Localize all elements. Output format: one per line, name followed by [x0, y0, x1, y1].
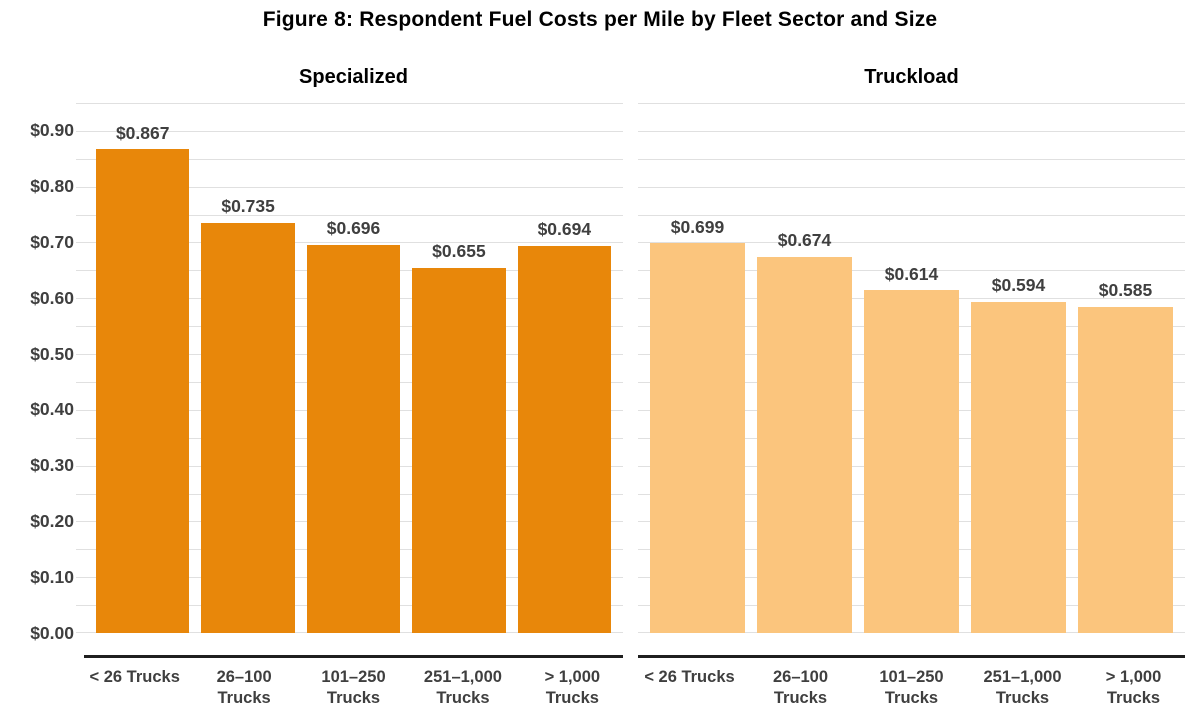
gridline	[76, 186, 623, 188]
x-axis-label-line: Trucks	[1106, 689, 1161, 707]
bar-value-label: $0.699	[670, 216, 725, 237]
x-axis-label-line: Trucks	[773, 689, 828, 707]
gridline	[76, 214, 623, 216]
x-axis-label-101-250-trucks: 101–250 Trucks	[305, 667, 402, 709]
x-axis-label-101-250-trucks: 101–250 Trucks	[862, 667, 961, 709]
x-axis-label-line: 101–250	[879, 668, 944, 686]
x-axis-label-251-1-000-trucks: 251–1,000 Trucks	[973, 667, 1072, 709]
bar-specialized-26-trucks: $0.867	[96, 124, 190, 633]
x-axis-label-line: < 26 Trucks	[89, 668, 180, 686]
bar-slot: $0.696	[306, 103, 401, 633]
bar-value-label: $0.867	[115, 122, 170, 143]
x-axis-label-26-100-trucks: 26–100 Trucks	[195, 667, 292, 709]
gridline	[638, 242, 1185, 244]
x-axis-label-line: 251–1,000	[983, 668, 1062, 686]
bar-specialized-101-250-trucks: $0.696	[306, 220, 401, 633]
x-axis-label-1-000-trucks: > 1,000 Trucks	[524, 667, 621, 709]
plot-area-specialized: $0.867 $0.735 $0.696 $0.655 $0.694	[76, 103, 623, 633]
gridline	[76, 103, 623, 104]
bar-value-label: $0.585	[1098, 280, 1153, 301]
panel-specialized: Specialized $0.867 $0.735 $0.696 $0.655 $0.69…	[76, 62, 623, 709]
bar-slot: $0.867	[96, 103, 190, 633]
y-tick-label: $0.30	[30, 454, 74, 475]
bars-truckload: $0.699 $0.674 $0.614 $0.594 $0.585	[638, 103, 1185, 633]
x-axis-label-line: 251–1,000	[423, 668, 502, 686]
bar-truckload-26-100-trucks: $0.674	[757, 232, 852, 633]
y-tick-label: $0.80	[30, 175, 74, 196]
chart-title: Figure 8: Respondent Fuel Costs per Mile…	[262, 8, 938, 31]
bar-value-label: $0.694	[537, 219, 592, 240]
gridline	[638, 103, 1185, 104]
y-tick-label: $0.40	[30, 399, 74, 420]
x-axis-labels-truckload: < 26 Trucks 26–100 Trucks 101–250 Trucks 251–…	[638, 667, 1185, 709]
bar-slot: $0.585	[1078, 103, 1173, 633]
x-axis-label-26-100-trucks: 26–100 Trucks	[751, 667, 850, 709]
bar-slot: $0.614	[864, 103, 959, 633]
bar-value-label: $0.674	[777, 230, 832, 251]
gridline	[638, 130, 1185, 132]
x-axis-label-line: Trucks	[217, 689, 271, 707]
x-axis-label-line: > 1,000	[1105, 668, 1162, 686]
x-axis-label-1-000-trucks: > 1,000 Trucks	[1084, 667, 1183, 709]
panel-truckload: Truckload $0.699 $0.674 $0.614 $0.594 $0.585 <…	[638, 62, 1185, 709]
bar-slot: $0.655	[412, 103, 506, 633]
x-axis-label-line: < 26 Trucks	[644, 668, 735, 686]
gridline	[638, 186, 1185, 188]
y-tick-label: $0.70	[30, 231, 74, 252]
bar-specialized-26-100-trucks: $0.735	[201, 198, 295, 633]
gridline	[638, 214, 1185, 216]
bar-value-label: $0.594	[991, 275, 1046, 296]
x-axis-label-26-trucks: < 26 Trucks	[86, 667, 183, 709]
x-axis-label-line: Trucks	[436, 689, 490, 707]
x-axis-label-251-1-000-trucks: 251–1,000 Trucks	[414, 667, 511, 709]
x-axis-line	[638, 655, 1185, 658]
x-axis-labels-specialized: < 26 Trucks 26–100 Trucks 101–250 Trucks 251–…	[84, 667, 623, 709]
gridline	[76, 242, 623, 244]
y-tick-label: $0.50	[30, 343, 74, 364]
x-axis-label-line: Trucks	[995, 689, 1050, 707]
bar-value-label: $0.735	[221, 196, 275, 217]
gridline	[76, 130, 623, 132]
y-axis: $0.90 $0.80 $0.70 $0.60 $0.50 $0.40 $0.30 $0.20…	[0, 103, 84, 641]
x-axis-label-26-trucks: < 26 Trucks	[640, 667, 739, 709]
bar-truckload-26-trucks: $0.699	[650, 218, 745, 633]
bar-specialized-1-000-trucks: $0.694	[517, 221, 612, 633]
y-tick-label: $0.10	[30, 566, 74, 587]
bar-slot: $0.699	[650, 103, 745, 633]
bar-value-label: $0.614	[884, 263, 939, 284]
gridline	[638, 270, 1185, 272]
x-axis-label-line: Trucks	[884, 689, 939, 707]
x-axis-line	[84, 655, 623, 658]
panel-title-truckload: Truckload	[864, 66, 959, 88]
y-tick-label: $0.00	[30, 622, 74, 643]
bar-slot: $0.594	[971, 103, 1066, 633]
bar-value-label: $0.655	[432, 241, 486, 262]
plot-area-truckload: $0.699 $0.674 $0.614 $0.594 $0.585	[638, 103, 1185, 633]
y-tick-label: $0.90	[30, 120, 74, 141]
y-tick-label: $0.60	[30, 287, 74, 308]
bar-value-label: $0.696	[326, 218, 381, 239]
bars-specialized: $0.867 $0.735 $0.696 $0.655 $0.694	[84, 103, 623, 633]
gridline	[638, 158, 1185, 160]
x-axis-label-line: > 1,000	[544, 668, 601, 686]
x-axis-label-line: 101–250	[321, 668, 386, 686]
bar-truckload-101-250-trucks: $0.614	[864, 265, 959, 633]
bar-truckload-1-000-trucks: $0.585	[1078, 282, 1173, 633]
x-axis-label-line: 26–100	[216, 668, 272, 686]
x-axis-label-line: Trucks	[545, 689, 599, 707]
bar-slot: $0.735	[201, 103, 295, 633]
gridline	[76, 158, 623, 160]
x-axis-label-line: Trucks	[326, 689, 381, 707]
bar-specialized-251-1-000-trucks: $0.655	[412, 243, 506, 633]
panel-title-specialized: Specialized	[299, 66, 408, 88]
y-tick-label: $0.20	[30, 510, 74, 531]
x-axis-label-line: 26–100	[772, 668, 829, 686]
bar-slot: $0.674	[757, 103, 852, 633]
bar-truckload-251-1-000-trucks: $0.594	[971, 277, 1066, 633]
bar-slot: $0.694	[517, 103, 612, 633]
